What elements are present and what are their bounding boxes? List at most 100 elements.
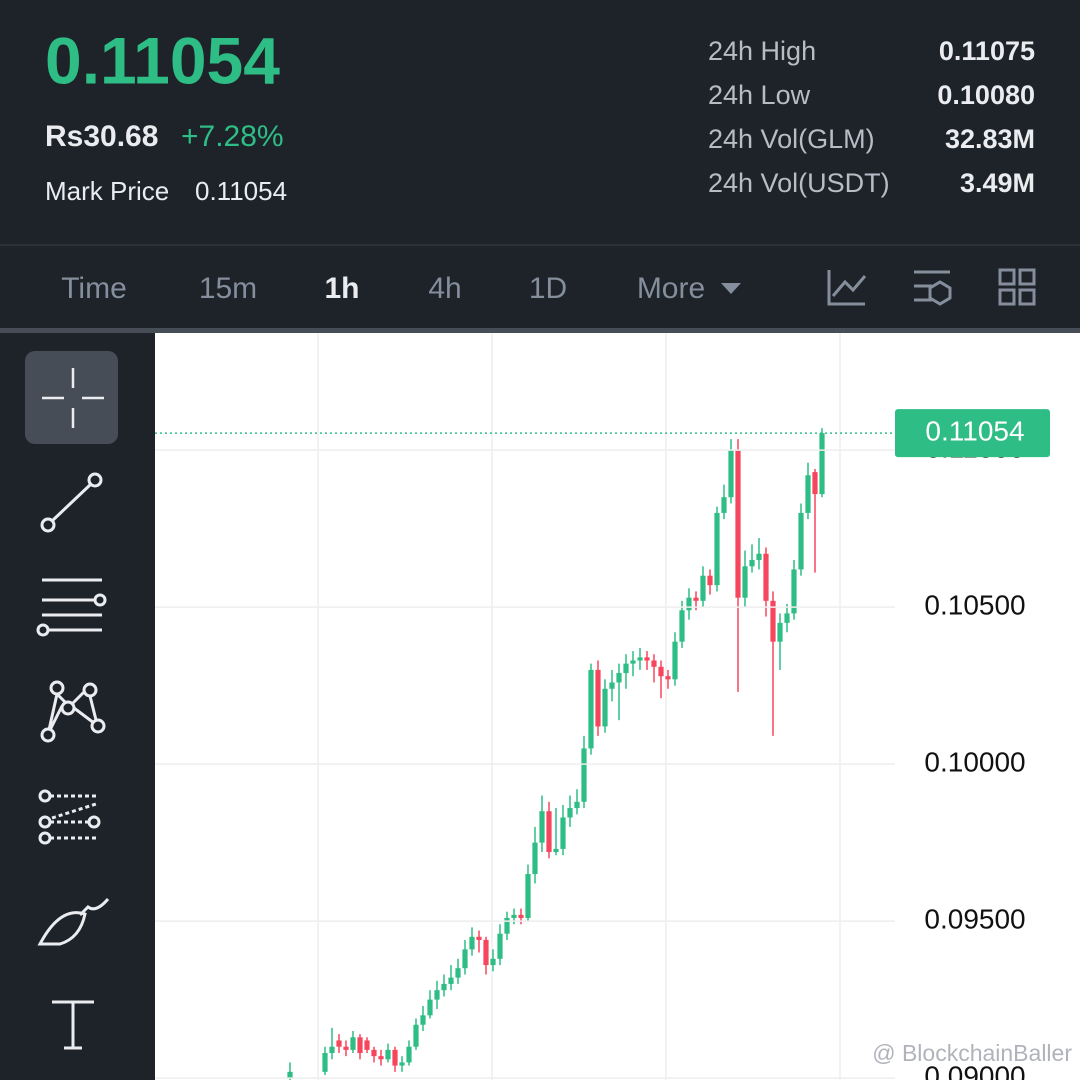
stat-label: 24h High xyxy=(708,36,816,66)
candle-body xyxy=(539,811,545,843)
stat-label: 24h Low xyxy=(708,80,811,110)
candle-body xyxy=(791,569,797,614)
tab[interactable]: 15m xyxy=(199,272,257,305)
candle-body xyxy=(350,1037,356,1050)
candle-body xyxy=(665,676,671,680)
stat-value: 3.49M xyxy=(960,168,1035,198)
last-price-badge xyxy=(895,409,1050,458)
candle-body xyxy=(777,622,783,642)
candle-body xyxy=(532,842,538,875)
candle-body xyxy=(497,933,503,959)
last-price: 0.11054 xyxy=(45,23,280,97)
candle-body xyxy=(784,613,790,623)
candle-body xyxy=(630,660,636,664)
candle-body xyxy=(805,475,811,513)
candle-body xyxy=(735,450,741,598)
candle-body xyxy=(420,1015,426,1025)
candle-body xyxy=(406,1046,412,1063)
vertical-grid xyxy=(317,333,841,1080)
candle-body xyxy=(469,936,475,950)
mark-label: Mark Price xyxy=(45,176,169,206)
candle-body xyxy=(567,808,573,818)
candle-body xyxy=(651,660,657,667)
more-arrow[interactable] xyxy=(721,283,741,294)
stat-value: 0.11075 xyxy=(939,36,1035,66)
stat-value: 32.83M xyxy=(945,124,1035,154)
candle-body xyxy=(756,553,762,561)
candle-body xyxy=(448,977,454,984)
candle-body xyxy=(644,657,650,661)
candle-body xyxy=(455,968,461,978)
candle-body xyxy=(462,949,468,969)
candle-body xyxy=(609,682,615,689)
tab[interactable]: 4h xyxy=(428,272,461,305)
candle-body xyxy=(385,1049,391,1060)
candle-body xyxy=(602,688,608,727)
candle-body xyxy=(819,433,825,495)
candle-body xyxy=(693,597,699,601)
candle-body xyxy=(623,663,629,674)
candle-body xyxy=(595,669,601,727)
last-price-label: 0.11054 xyxy=(925,416,1024,447)
tab[interactable]: Time xyxy=(61,272,127,305)
candle-body xyxy=(476,936,482,940)
y-tick-label: 0.10000 xyxy=(924,747,1025,778)
candle-body xyxy=(574,801,580,809)
tab-bar: Time 15m 1h 4h 1D More xyxy=(61,272,705,305)
candle-body xyxy=(686,597,692,611)
price-change: +7.28% xyxy=(181,120,284,153)
candle-body xyxy=(483,939,489,966)
chart-tools[interactable] xyxy=(827,268,1036,306)
candle-body xyxy=(812,472,818,495)
candle-body xyxy=(441,983,447,991)
candle-body xyxy=(357,1037,363,1053)
candle-body xyxy=(637,657,643,661)
candle-body xyxy=(672,641,678,680)
stat-label: 24h Vol(USDT) xyxy=(708,168,890,198)
candles xyxy=(287,428,825,1080)
tab[interactable]: 1D xyxy=(529,272,567,305)
candle-body xyxy=(518,914,524,918)
stat-value: 0.10080 xyxy=(937,80,1035,110)
tab[interactable]: 1h xyxy=(324,272,359,305)
candle-body xyxy=(714,512,720,586)
candle-body xyxy=(329,1046,335,1053)
candle-body xyxy=(763,553,769,601)
candle-body xyxy=(798,512,804,570)
candle-body xyxy=(700,575,706,601)
candle-body xyxy=(427,999,433,1016)
drawing-toolbar[interactable] xyxy=(25,351,118,1050)
candle-body xyxy=(336,1040,342,1047)
candle-body xyxy=(434,990,440,1000)
candle-body xyxy=(490,958,496,966)
candle-body xyxy=(707,575,713,586)
candle-body xyxy=(616,673,622,683)
candle-body xyxy=(742,566,748,598)
separator xyxy=(0,328,1080,333)
candle-body xyxy=(364,1040,370,1050)
y-tick-label: 0.10500 xyxy=(924,590,1025,621)
candle-body xyxy=(322,1052,328,1072)
candle-body xyxy=(371,1049,377,1057)
candle-body xyxy=(399,1062,405,1066)
candle-body xyxy=(392,1049,398,1066)
candle-body xyxy=(525,874,531,918)
candle-body xyxy=(749,560,755,567)
candle-body xyxy=(546,811,552,853)
candle-body xyxy=(413,1024,419,1047)
fiat-price: Rs30.68 xyxy=(45,120,158,153)
mark-price: 0.11054 xyxy=(195,176,287,206)
watermark: @ BlockchainBaller xyxy=(872,1040,1072,1066)
candle-body xyxy=(560,817,566,849)
candle-body xyxy=(378,1056,384,1060)
candle-body xyxy=(658,666,664,677)
candle-body xyxy=(721,497,727,513)
candle-body xyxy=(343,1046,349,1050)
candle-body xyxy=(511,914,517,918)
tab[interactable]: More xyxy=(637,272,705,305)
candle-body xyxy=(679,610,685,642)
candle-body xyxy=(588,669,594,749)
candle-body xyxy=(728,450,734,498)
